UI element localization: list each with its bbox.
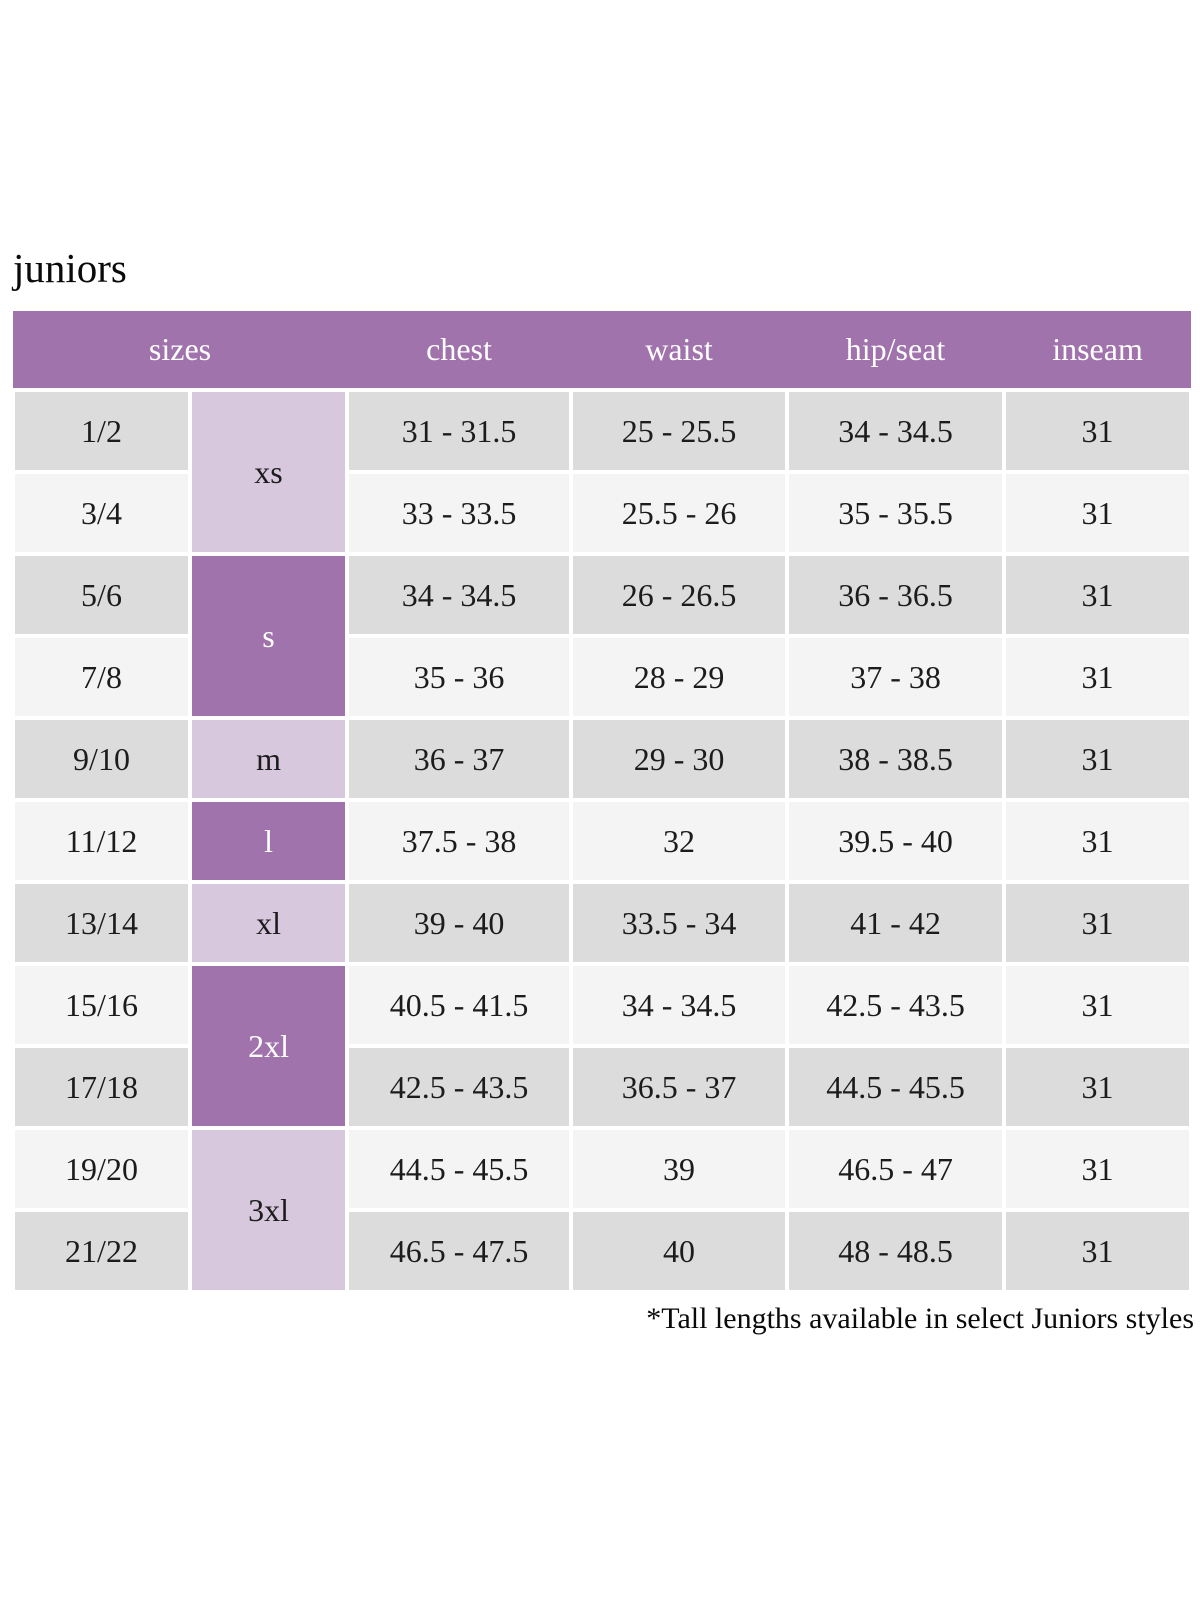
size-group-cell-m: m [187, 716, 350, 802]
waist-value-cell: 28 - 29 [569, 634, 790, 720]
size-label-cell: 3/4 [11, 470, 192, 556]
waist-value-cell: 34 - 34.5 [569, 962, 790, 1048]
table-row: 13/14 xl 39 - 40 33.5 - 34 41 - 42 31 [11, 880, 1194, 966]
hip-seat-value-cell: 38 - 38.5 [785, 716, 1007, 802]
table-row: 17/18 42.5 - 43.5 36.5 - 37 44.5 - 45.5 … [11, 1044, 1194, 1130]
header-cell-chest: chest [347, 311, 572, 390]
inseam-value-cell: 31 [1002, 634, 1194, 720]
chest-value-cell: 35 - 36 [345, 634, 574, 720]
inseam-value-cell: 31 [1002, 962, 1194, 1048]
waist-value-cell: 32 [569, 798, 790, 884]
table-row: 19/20 3xl 44.5 - 45.5 39 46.5 - 47 31 [11, 1126, 1194, 1294]
hip-seat-value-cell: 42.5 - 43.5 [785, 962, 1007, 1048]
chest-value-cell: 37.5 - 38 [345, 798, 574, 884]
size-label-cell: 9/10 [11, 716, 192, 802]
waist-value-cell: 25.5 - 26 [569, 470, 790, 556]
inseam-value-cell: 31 [1002, 1044, 1194, 1130]
inseam-value-cell: 31 [1002, 798, 1194, 884]
hip-seat-value-cell: 46.5 - 47 [785, 1126, 1007, 1212]
table-row: 15/16 2xl 40.5 - 41.5 34 - 34.5 42.5 - 4… [11, 962, 1194, 1130]
chest-value-cell: 33 - 33.5 [345, 470, 574, 556]
table-row: 7/8 35 - 36 28 - 29 37 - 38 31 [11, 634, 1194, 720]
hip-seat-value-cell: 37 - 38 [785, 634, 1007, 720]
size-label-cell: 19/20 [11, 1126, 192, 1212]
inseam-value-cell: 31 [1002, 716, 1194, 802]
size-chart-table: sizes chest waist hip/seat inseam 1/2 xs… [11, 311, 1194, 1294]
hip-seat-value-cell: 39.5 - 40 [785, 798, 1007, 884]
waist-value-cell: 25 - 25.5 [569, 388, 790, 474]
size-label-cell: 5/6 [11, 552, 192, 638]
size-label-cell: 7/8 [11, 634, 192, 720]
chest-value-cell: 39 - 40 [345, 880, 574, 966]
size-group-cell-s: s [187, 552, 350, 720]
inseam-value-cell: 31 [1002, 880, 1194, 966]
size-label-cell: 1/2 [11, 388, 192, 474]
size-label-cell: 11/12 [11, 798, 192, 884]
page-title: juniors [13, 245, 127, 291]
waist-value-cell: 26 - 26.5 [569, 552, 790, 638]
footnote: *Tall lengths available in select Junior… [646, 1302, 1194, 1335]
table-row: 3/4 33 - 33.5 25.5 - 26 35 - 35.5 31 [11, 470, 1194, 556]
chest-value-cell: 34 - 34.5 [345, 552, 574, 638]
size-label-cell: 17/18 [11, 1044, 192, 1130]
inseam-value-cell: 31 [1002, 552, 1194, 638]
chest-value-cell: 40.5 - 41.5 [345, 962, 574, 1048]
size-chart: sizes chest waist hip/seat inseam 1/2 xs… [11, 311, 1194, 1294]
size-group-cell-xs: xs [187, 388, 350, 556]
chest-value-cell: 42.5 - 43.5 [345, 1044, 574, 1130]
size-label-cell: 15/16 [11, 962, 192, 1048]
size-label-cell: 21/22 [11, 1208, 192, 1294]
hip-seat-value-cell: 35 - 35.5 [785, 470, 1007, 556]
inseam-value-cell: 31 [1002, 1126, 1194, 1212]
size-group-cell-3xl: 3xl [187, 1126, 350, 1294]
size-group-cell-2xl: 2xl [187, 962, 350, 1130]
hip-seat-value-cell: 36 - 36.5 [785, 552, 1007, 638]
chest-value-cell: 36 - 37 [345, 716, 574, 802]
chest-value-cell: 31 - 31.5 [345, 388, 574, 474]
hip-seat-value-cell: 44.5 - 45.5 [785, 1044, 1007, 1130]
inseam-value-cell: 31 [1002, 470, 1194, 556]
header-cell-inseam: inseam [1004, 311, 1192, 390]
header-cell-hip-seat: hip/seat [787, 311, 1005, 390]
waist-value-cell: 29 - 30 [569, 716, 790, 802]
hip-seat-value-cell: 48 - 48.5 [785, 1208, 1007, 1294]
header-cell-sizes: sizes [13, 311, 348, 390]
table-row: 5/6 s 34 - 34.5 26 - 26.5 36 - 36.5 31 [11, 552, 1194, 720]
size-group-cell-xl: xl [187, 880, 350, 966]
chest-value-cell: 46.5 - 47.5 [345, 1208, 574, 1294]
waist-value-cell: 36.5 - 37 [569, 1044, 790, 1130]
table-row: 11/12 l 37.5 - 38 32 39.5 - 40 31 [11, 798, 1194, 884]
table-row: 21/22 46.5 - 47.5 40 48 - 48.5 31 [11, 1208, 1194, 1294]
hip-seat-value-cell: 34 - 34.5 [785, 388, 1007, 474]
header-row: sizes chest waist hip/seat inseam [13, 311, 1192, 390]
size-group-cell-l: l [187, 798, 350, 884]
header-cell-waist: waist [571, 311, 788, 390]
hip-seat-value-cell: 41 - 42 [785, 880, 1007, 966]
inseam-value-cell: 31 [1002, 388, 1194, 474]
table-row: 9/10 m 36 - 37 29 - 30 38 - 38.5 31 [11, 716, 1194, 802]
waist-value-cell: 40 [569, 1208, 790, 1294]
table-row: 1/2 xs 31 - 31.5 25 - 25.5 34 - 34.5 31 [11, 388, 1194, 556]
chest-value-cell: 44.5 - 45.5 [345, 1126, 574, 1212]
inseam-value-cell: 31 [1002, 1208, 1194, 1294]
waist-value-cell: 33.5 - 34 [569, 880, 790, 966]
size-label-cell: 13/14 [11, 880, 192, 966]
waist-value-cell: 39 [569, 1126, 790, 1212]
